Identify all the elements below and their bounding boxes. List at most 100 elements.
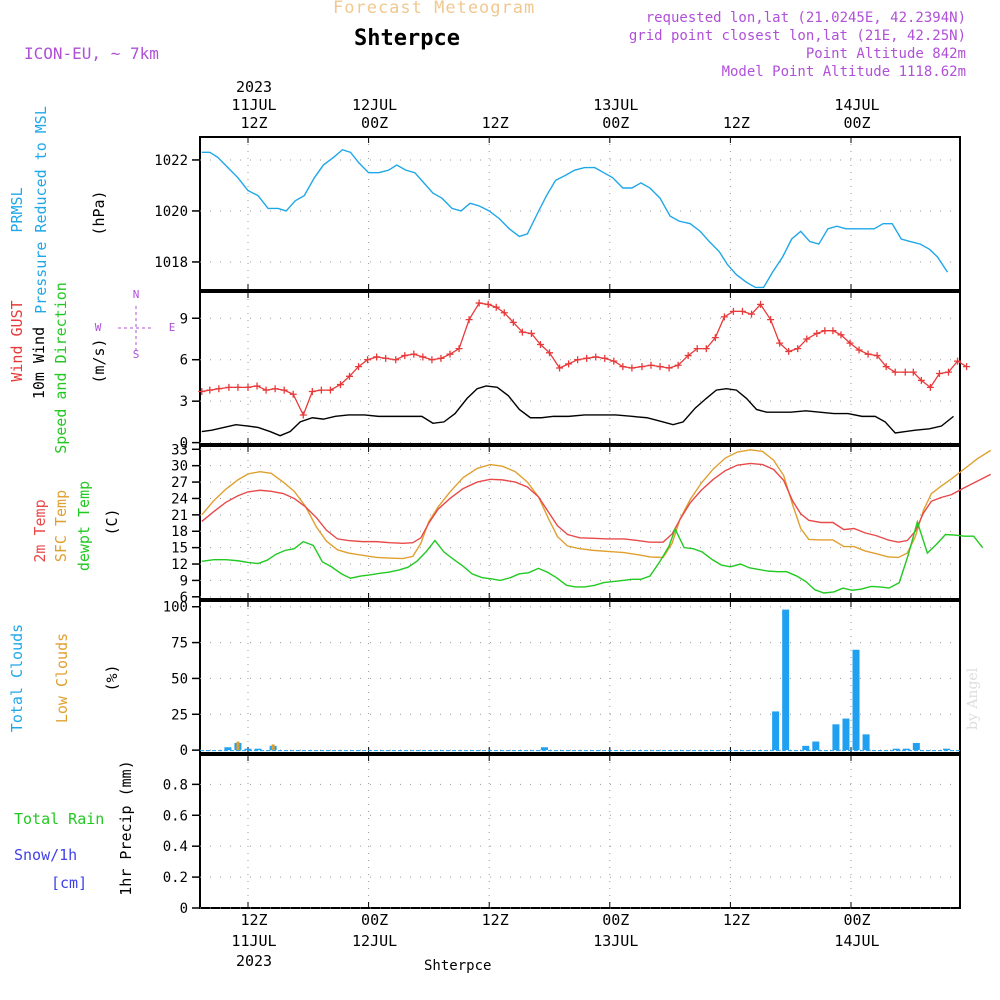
top-axis-date: 12JUL bbox=[352, 96, 397, 114]
wind-y-tick-label: 6 bbox=[180, 353, 188, 369]
compass-south: S bbox=[133, 348, 140, 361]
wind-y-tick-label: 3 bbox=[180, 394, 188, 410]
temp-dewpoint-line bbox=[201, 519, 984, 594]
wind-gust-marker bbox=[656, 363, 664, 371]
wind-y-tick-label: 0 bbox=[180, 436, 188, 452]
temperature-y-tick-label: 15 bbox=[171, 541, 188, 557]
legend-snow-unit: [cm] bbox=[51, 874, 87, 892]
total-cloud-bar bbox=[942, 748, 950, 751]
wind-panel-frame bbox=[199, 291, 961, 445]
pressure-ylabel-unit: (hPa) bbox=[90, 190, 108, 235]
bottom-axis-hour: 00Z bbox=[843, 911, 870, 929]
bottom-axis-hour: 12Z bbox=[482, 911, 509, 929]
total-cloud-bar bbox=[842, 718, 850, 751]
precip-y-tick-label: 0.4 bbox=[163, 839, 188, 855]
clouds-y-tick-label: 0 bbox=[180, 743, 188, 759]
compass-west: W bbox=[95, 321, 102, 334]
wind-gust-marker bbox=[829, 327, 837, 335]
product-title: Forecast Meteogram bbox=[333, 0, 536, 18]
wind-gust-marker bbox=[619, 363, 627, 371]
total-cloud-bar bbox=[224, 747, 232, 751]
temperature-y-tick-label: 30 bbox=[171, 459, 188, 475]
wind-ylabel-direction: Speed and Direction bbox=[52, 282, 70, 454]
total-cloud-bar bbox=[812, 741, 820, 751]
total-cloud-bar bbox=[902, 748, 910, 751]
wind-gust-marker bbox=[410, 350, 418, 358]
wind-speed-line bbox=[201, 385, 954, 437]
wind-gust-marker bbox=[711, 334, 719, 342]
temperature-y-tick-label: 18 bbox=[171, 524, 188, 540]
wind-gust-marker bbox=[944, 368, 952, 376]
precip-y-tick-label: 0.6 bbox=[163, 808, 188, 824]
low-cloud-bar bbox=[236, 741, 240, 751]
wind-gust-marker bbox=[864, 350, 872, 358]
total-cloud-bar bbox=[802, 745, 810, 751]
wind-gust-marker bbox=[509, 318, 517, 326]
total-cloud-bar bbox=[782, 609, 790, 751]
wind-gust-marker bbox=[628, 364, 636, 372]
precip-y-tick-label: 0 bbox=[180, 901, 188, 917]
temp-sfc-line bbox=[201, 449, 992, 560]
compass-north: N bbox=[133, 288, 140, 301]
wind-gust-marker bbox=[262, 386, 270, 394]
wind-gust-marker bbox=[336, 381, 344, 389]
pressure-y-tick-label: 1022 bbox=[154, 153, 188, 169]
temperature-y-tick-label: 12 bbox=[171, 557, 188, 573]
wind-gust-marker bbox=[693, 345, 701, 353]
temperature-y-tick-label: 21 bbox=[171, 508, 188, 524]
wind-gust-marker bbox=[647, 361, 655, 369]
requested-coords: requested lon,lat (21.0245E, 42.2394N) bbox=[645, 10, 966, 26]
wind-gust-marker bbox=[757, 300, 765, 308]
cloud-ylabel-low: Low Clouds bbox=[53, 633, 71, 723]
precip-y-tick-label: 0.2 bbox=[163, 870, 188, 886]
total-cloud-bar bbox=[244, 748, 252, 751]
wind-gust-marker bbox=[901, 368, 909, 376]
location-title: Shterpce bbox=[354, 26, 460, 51]
wind-gust-marker bbox=[475, 299, 483, 307]
wind-gust-marker bbox=[794, 345, 802, 353]
temperature-panel-frame bbox=[199, 445, 961, 600]
top-axis-date: 11JUL bbox=[231, 96, 276, 114]
wind-gust-marker bbox=[813, 329, 821, 337]
pressure-ylabel-prmsl: PRMSL bbox=[8, 187, 26, 232]
wind-gust-marker bbox=[465, 316, 473, 324]
top-axis-hour: 12Z bbox=[482, 114, 509, 132]
wind-gust-marker bbox=[206, 386, 214, 394]
wind-gust-marker bbox=[280, 386, 288, 394]
bottom-axis-date: 13JUL bbox=[593, 932, 638, 950]
temp-ylabel-unit: (C) bbox=[103, 508, 121, 535]
clouds-y-tick-label: 100 bbox=[163, 600, 188, 616]
wind-gust-marker bbox=[253, 382, 261, 390]
temperature-y-tick-label: 9 bbox=[180, 573, 188, 589]
precip-y-tick-label: 0.8 bbox=[163, 777, 188, 793]
wind-ylabel-gust: Wind GUST bbox=[8, 300, 26, 381]
wind-gust-marker bbox=[392, 356, 400, 364]
precip-panel-frame bbox=[199, 754, 961, 909]
bottom-axis-hour: 12Z bbox=[240, 911, 267, 929]
wind-gust-marker bbox=[837, 331, 845, 339]
wind-gust-marker bbox=[935, 370, 943, 378]
wind-gust-marker bbox=[738, 307, 746, 315]
wind-gust-marker bbox=[601, 354, 609, 362]
total-cloud-bar bbox=[912, 742, 920, 751]
temp-ylabel-sfc: SFC Temp bbox=[52, 490, 70, 562]
wind-gust-marker bbox=[574, 356, 582, 364]
wind-gust-marker bbox=[565, 360, 573, 368]
wind-gust-marker bbox=[215, 385, 223, 393]
wind-gust-marker bbox=[821, 327, 829, 335]
pressure-y-tick-label: 1020 bbox=[154, 204, 188, 220]
top-axis-hour: 00Z bbox=[843, 114, 870, 132]
pressure-panel-frame bbox=[199, 136, 961, 291]
wind-gust-marker bbox=[518, 328, 526, 336]
bottom-axis-year: 2023 bbox=[236, 952, 272, 970]
wind-gust-marker bbox=[536, 341, 544, 349]
wind-gust-marker bbox=[364, 356, 372, 364]
wind-gust-marker bbox=[855, 346, 863, 354]
model-point-altitude: Model Point Altitude 1118.62m bbox=[721, 64, 966, 80]
wind-gust-marker bbox=[546, 349, 553, 357]
pressure-ylabel-name: Pressure Reduced to MSL bbox=[32, 106, 50, 314]
wind-gust-marker bbox=[776, 339, 784, 347]
wind-gust-marker bbox=[665, 364, 673, 372]
wind-gust-marker bbox=[317, 386, 325, 394]
compass-east: E bbox=[169, 321, 176, 334]
